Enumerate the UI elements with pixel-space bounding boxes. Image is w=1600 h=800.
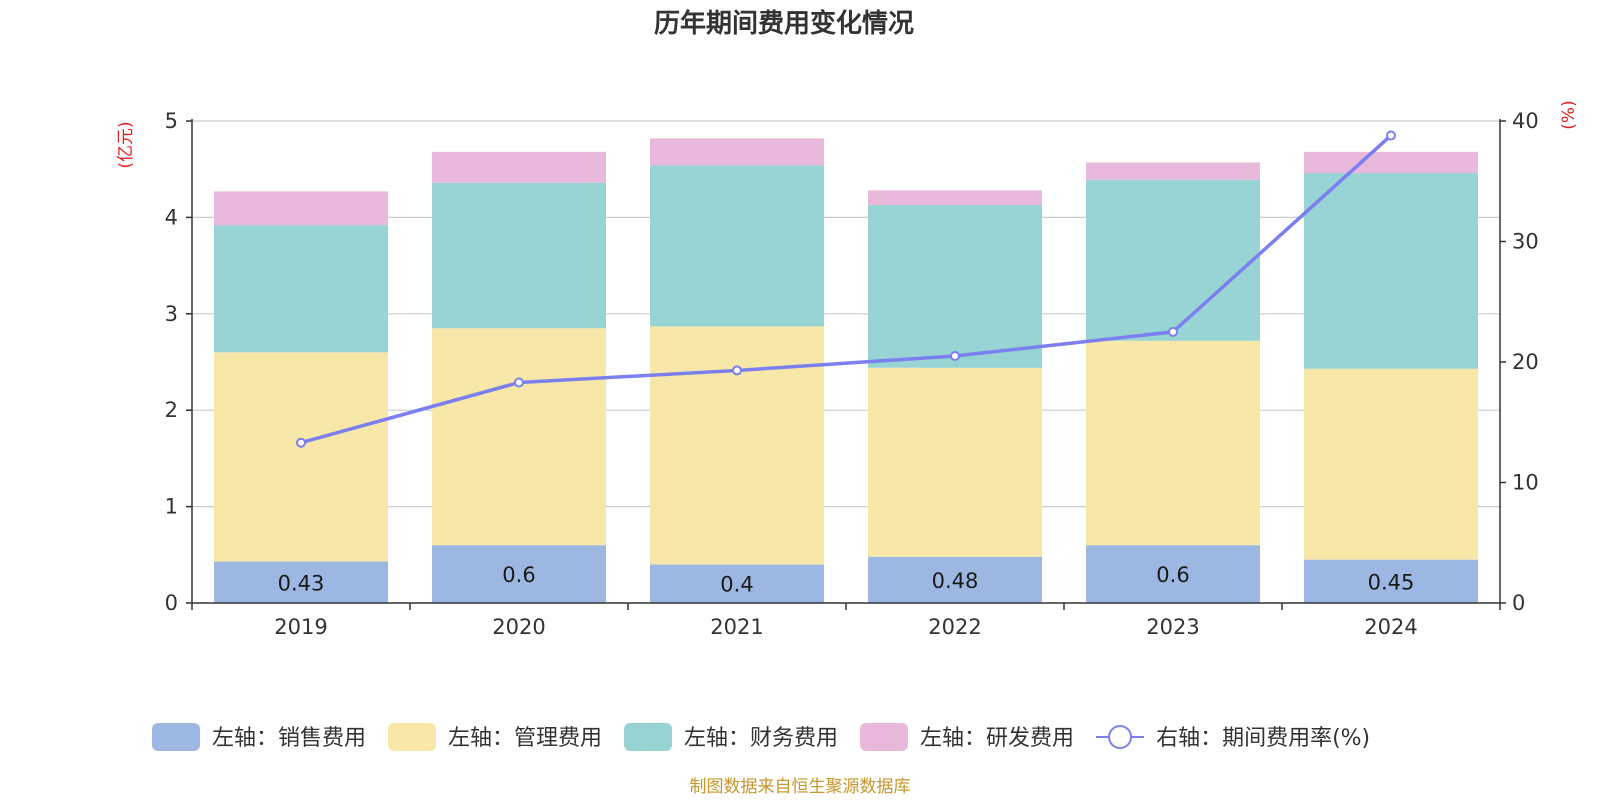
axes: 0 1 2 3 4 5 0 10 20 30 40 2019 2020 2021 2022 2023 2024 xyxy=(165,109,1539,639)
rate-line xyxy=(300,134,1393,445)
bar-segment xyxy=(214,191,388,226)
bar-segment xyxy=(650,326,824,565)
bar-data-label: 0.6 xyxy=(502,563,535,587)
bar-segment xyxy=(1304,173,1478,369)
bar-segment xyxy=(868,367,1042,557)
legend-swatch xyxy=(624,723,673,751)
bar-data-label: 0.45 xyxy=(1368,570,1415,594)
bar-segment xyxy=(868,204,1042,368)
bar-segment xyxy=(432,545,606,603)
bar-series xyxy=(214,138,1478,603)
right-axis-unit: (%) xyxy=(1559,100,1579,129)
bar-segment xyxy=(868,556,1042,603)
data-labels: 0.43 0.6 0.4 0.48 0.6 0.45 xyxy=(278,563,1415,597)
bar-segment xyxy=(1304,559,1478,603)
bar-segment xyxy=(1086,545,1260,603)
line-point xyxy=(1386,130,1396,141)
right-tick-label: 0 xyxy=(1512,591,1525,615)
left-tick-label: 1 xyxy=(165,495,178,519)
right-tick-label: 10 xyxy=(1512,471,1539,495)
bar-segment xyxy=(650,138,824,166)
left-tick-label: 0 xyxy=(165,591,178,615)
x-tick-label: 2019 xyxy=(274,615,327,639)
bar-segment xyxy=(214,352,388,562)
line-point xyxy=(950,350,960,361)
bar-segment xyxy=(214,225,388,353)
legend-swatch xyxy=(860,723,909,751)
line-point xyxy=(514,377,524,388)
legend-label: 左轴：管理费用 xyxy=(448,726,602,751)
legend-label: 左轴：财务费用 xyxy=(684,726,838,751)
right-tick-label: 20 xyxy=(1512,350,1539,374)
gridlines xyxy=(192,120,1500,508)
bar-segment xyxy=(1304,368,1478,560)
x-tick-label: 2024 xyxy=(1364,615,1417,639)
legend-label: 右轴：期间费用率(%) xyxy=(1156,726,1370,751)
right-tick-label: 40 xyxy=(1512,109,1539,133)
left-tick-label: 4 xyxy=(165,205,178,229)
bar-segment xyxy=(1086,340,1260,546)
left-tick-label: 5 xyxy=(165,109,178,133)
bar-data-label: 0.48 xyxy=(932,569,979,593)
x-tick-label: 2020 xyxy=(492,615,545,639)
bar-data-label: 0.4 xyxy=(720,573,753,597)
x-tick-label: 2022 xyxy=(928,615,981,639)
legend: 左轴：销售费用 左轴：管理费用 左轴：财务费用 左轴：研发费用 右轴：期间费用率(%) xyxy=(152,723,1370,751)
chart-title: 历年期间费用变化情况 xyxy=(654,8,914,39)
left-tick-label: 2 xyxy=(165,398,178,422)
legend-label: 左轴：销售费用 xyxy=(212,726,366,751)
bar-segment xyxy=(432,328,606,546)
bar-segment xyxy=(214,561,388,603)
legend-swatch xyxy=(152,723,200,751)
bar-segment xyxy=(432,182,606,329)
x-tick-label: 2021 xyxy=(710,615,763,639)
line-point xyxy=(296,437,306,448)
legend-swatch xyxy=(388,723,437,751)
right-tick-label: 30 xyxy=(1512,230,1539,254)
x-tick-label: 2023 xyxy=(1146,615,1199,639)
left-tick-label: 3 xyxy=(165,302,178,326)
bar-data-label: 0.43 xyxy=(278,571,325,595)
legend-marker xyxy=(1108,725,1133,749)
bar-segment xyxy=(1304,151,1478,174)
line-point xyxy=(1168,326,1178,337)
line-point xyxy=(732,365,742,376)
bar-segment xyxy=(650,564,824,603)
bar-segment xyxy=(1086,179,1260,341)
bar-data-label: 0.6 xyxy=(1156,563,1189,587)
bar-segment xyxy=(432,151,606,183)
left-axis-unit: (亿元) xyxy=(116,121,136,168)
bar-segment xyxy=(1086,162,1260,180)
rate-line-series xyxy=(296,130,1396,448)
legend-label: 左轴：研发费用 xyxy=(920,726,1074,751)
bar-segment xyxy=(650,165,824,327)
bar-segment xyxy=(868,190,1042,205)
source-note: 制图数据来自恒生聚源数据库 xyxy=(690,777,911,797)
